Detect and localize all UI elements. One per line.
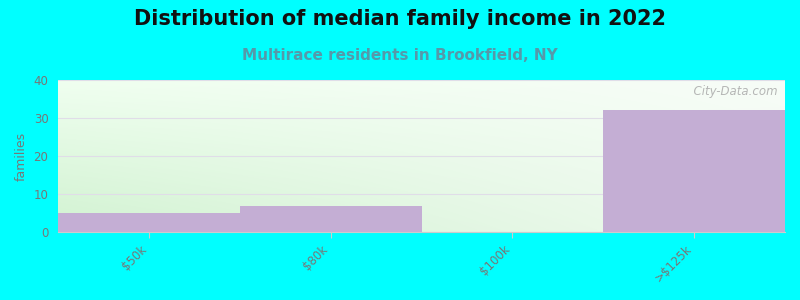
Y-axis label: families: families [15,132,28,181]
Text: Distribution of median family income in 2022: Distribution of median family income in … [134,9,666,29]
Bar [240,206,422,232]
Text: City-Data.com: City-Data.com [686,85,778,98]
Bar [603,110,785,232]
Text: Multirace residents in Brookfield, NY: Multirace residents in Brookfield, NY [242,48,558,63]
Bar [58,213,240,232]
